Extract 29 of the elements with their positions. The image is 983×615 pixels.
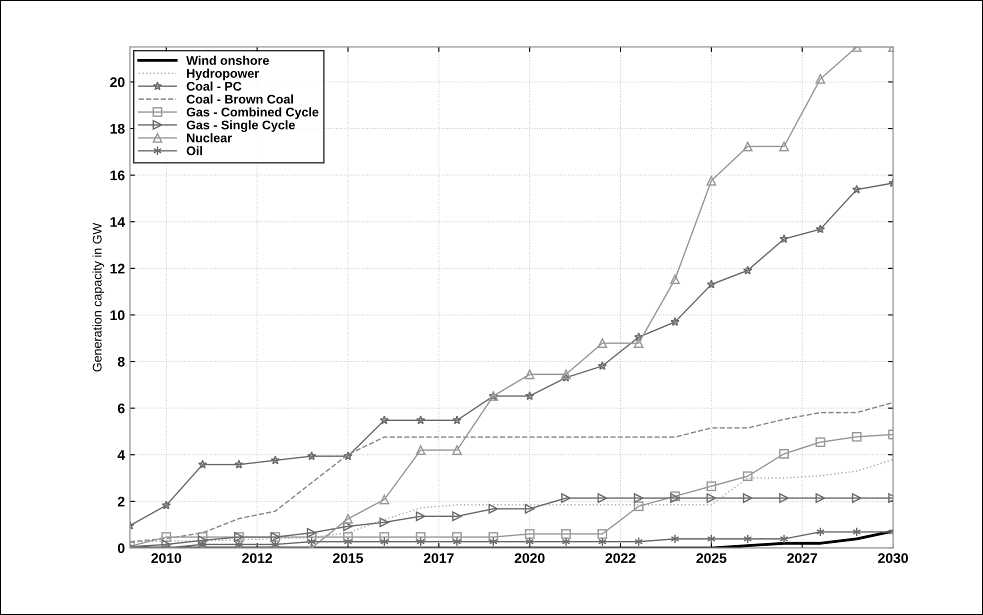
x-tick-label: 2025 <box>696 553 726 564</box>
y-tick-label: 8 <box>118 356 125 367</box>
y-tick-label: 16 <box>110 170 125 180</box>
x-tick-label: 2015 <box>333 553 364 564</box>
y-tick-label: 2 <box>118 496 125 506</box>
y-tick-label: 20 <box>110 77 125 88</box>
legend-label: Gas - Single Cycle <box>186 120 295 132</box>
x-tick-label: 2030 <box>878 553 908 564</box>
legend-label: Nuclear <box>187 133 232 142</box>
y-tick-label: 4 <box>118 450 126 460</box>
x-tick-label: 2022 <box>606 553 636 564</box>
x-tick-label: 2010 <box>151 553 182 564</box>
y-tick-label: 6 <box>118 403 125 414</box>
legend-label: Hydropower <box>187 68 259 80</box>
y-tick-label: 14 <box>110 217 126 227</box>
legend-label: Coal - PC <box>186 82 242 91</box>
x-tick-label: 2012 <box>242 553 272 564</box>
x-tick-label: 2027 <box>787 553 818 564</box>
x-tick-label: 2020 <box>514 553 545 564</box>
legend-label: Oil <box>186 146 202 156</box>
y-tick-label: 12 <box>110 264 125 274</box>
x-tick-label: 2017 <box>424 553 454 564</box>
y-tick-label: 0 <box>118 543 125 554</box>
legend-label: Gas - Combined Cycle <box>186 107 318 119</box>
y-axis-title: Generation capacity in GW <box>92 222 104 372</box>
legend-label: Wind onshore <box>186 56 269 65</box>
y-tick-label: 10 <box>110 310 125 320</box>
legend-label: Coal - Brown Coal <box>186 94 293 104</box>
y-tick-label: 18 <box>110 124 125 134</box>
